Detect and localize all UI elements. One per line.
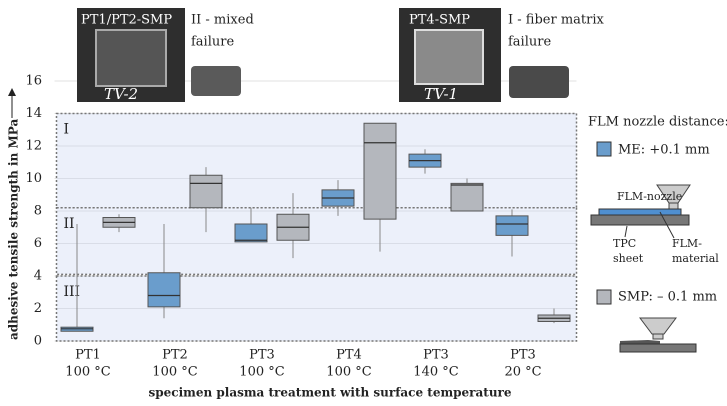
photo-mark: TV-2 [104,85,138,103]
photo [509,66,569,98]
box [363,122,397,220]
y-tick-label: 14 [25,106,42,121]
failure-label: failure [191,35,234,50]
photo-caption: PT1/PT2-SMP [81,13,172,28]
photo-detail [95,29,167,87]
nozzle-tip [652,333,664,340]
failure-region [55,112,578,209]
legend-label: ME: +0.1 mm [618,143,710,158]
y-tick-label: 16 [25,74,42,89]
x-tick-label: PT1 [75,348,101,363]
nozzle [639,317,677,335]
x-tick-sublabel: 20 °C [504,365,541,380]
failure-region [55,275,578,342]
box [147,272,181,308]
y-tick-label: 6 [34,236,42,251]
leader [659,211,675,239]
photos: PT1/PT2-SMP TV-2 II - mixed failure PT4-… [77,8,604,103]
x-tick-sublabel: 100 °C [65,365,110,380]
x-tick-sublabel: 100 °C [152,365,197,380]
plot: 0 2 4 6 8 10 12 14 16 PT1 100 °C PT2 100 °C PT3 100 °C… [25,74,571,380]
y-tick-label: 0 [34,334,42,349]
photo-mark: TV-1 [424,85,458,103]
nozzle-tip [668,202,679,210]
diagram-label: sheet [613,252,644,265]
material [620,340,660,344]
box [234,223,268,243]
x-tick-label: PT4 [336,348,362,363]
legend-swatch [596,289,612,305]
leader [624,225,628,238]
region-label: I [64,122,70,138]
legend-swatch [596,141,612,157]
x-axis-label: specimen plasma treatment with surface t… [148,386,511,400]
sheet [590,214,690,226]
y-tick-label: 4 [34,269,42,284]
axis-arrow [8,88,16,96]
x-tick-label: PT2 [162,348,188,363]
region-label: III [64,284,81,300]
failure-label: I - fiber matrix [508,13,604,28]
x-tick-sublabel: 100 °C [326,365,371,380]
x-tick-label: PT3 [249,348,275,363]
diagram-label: FLM- [672,237,702,250]
box [495,215,529,236]
material [598,208,682,216]
legend-label: SMP: – 0.1 mm [618,290,717,305]
x-tick-sublabel: 100 °C [239,365,284,380]
box [189,174,223,209]
failure-label: II - mixed [191,13,254,28]
x-tick-label: PT3 [510,348,536,363]
y-tick-label: 10 [25,171,42,186]
box [450,182,484,212]
failure-label: failure [508,35,551,50]
legend-title: FLM nozzle distance: [588,115,727,130]
y-tick-label: 8 [34,204,42,219]
photo [191,66,241,96]
sheet [619,343,697,353]
y-tick-label: 2 [34,301,42,316]
diagram-label: TPC [613,237,636,250]
region-label: II [64,216,75,232]
legend: FLM nozzle distance: ME: +0.1 mm FLM-noz… [588,115,727,353]
y-axis-label: adhesive tensile strength in MPa [7,119,21,340]
x-tick-sublabel: 140 °C [413,365,458,380]
diagram-label: FLM-nozzle [617,190,682,203]
y-tick-label: 12 [25,139,42,154]
diagram-label: material [672,252,719,265]
photo-detail [414,29,484,85]
failure-region [55,207,578,276]
photo-caption: PT4-SMP [409,13,470,28]
x-tick-label: PT3 [423,348,449,363]
